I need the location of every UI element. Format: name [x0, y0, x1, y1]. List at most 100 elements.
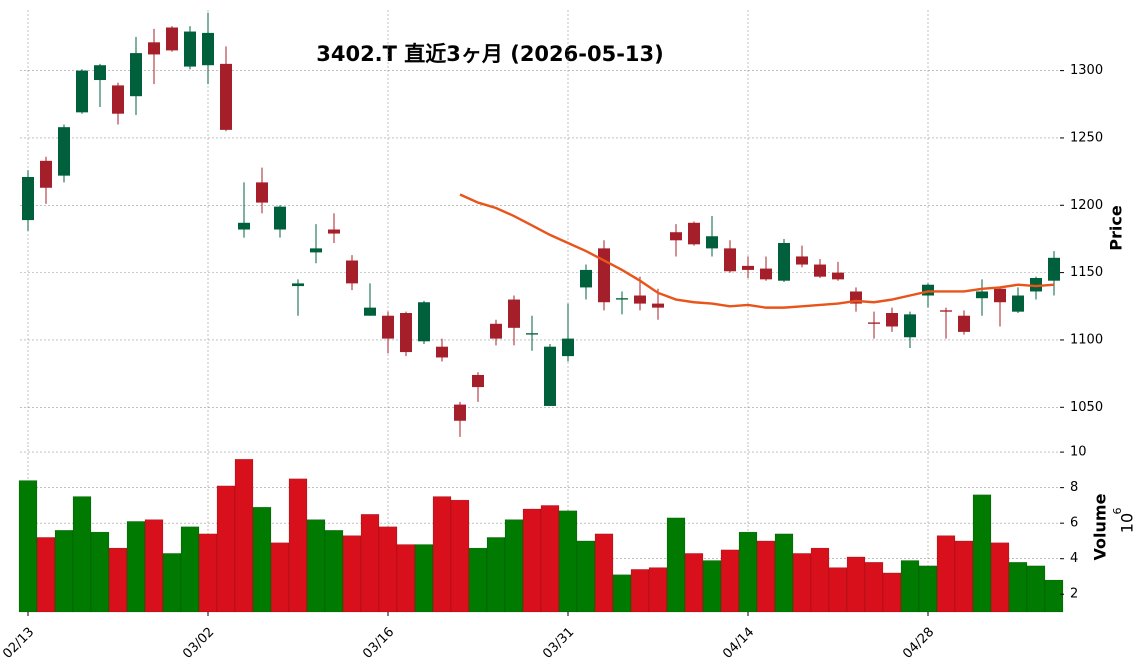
candle-body	[310, 248, 322, 253]
volume-bar	[414, 544, 434, 613]
candle-body	[238, 222, 250, 230]
volume-bar	[630, 569, 650, 613]
volume-bar	[900, 560, 920, 613]
candle-body	[220, 63, 232, 130]
volume-bar	[648, 567, 668, 613]
volume-bar	[738, 531, 758, 613]
candle-body	[634, 295, 646, 304]
candle-body	[364, 307, 376, 316]
volume-bar	[594, 533, 614, 613]
candle-body	[742, 265, 754, 270]
volume-bar	[504, 519, 524, 613]
candle-body	[130, 53, 142, 97]
volume-bar	[864, 562, 884, 613]
volume-bar	[666, 517, 686, 613]
y2-tick-label: 4	[1070, 551, 1078, 566]
volume-bar	[234, 458, 254, 613]
y-tick-label: 1200	[1070, 198, 1103, 213]
volume-bar	[540, 505, 560, 613]
volume-bar	[612, 574, 632, 613]
y-tick-label: 1150	[1070, 265, 1103, 280]
candle-body	[652, 303, 664, 308]
candle-body	[112, 85, 124, 114]
volume-bar	[270, 542, 290, 613]
candle-body	[796, 256, 808, 265]
y2-tick-label: 2	[1070, 587, 1078, 602]
candle-body	[418, 302, 430, 342]
volume-bar	[306, 519, 326, 613]
volume-bar	[450, 499, 470, 613]
volume-bar	[54, 530, 74, 613]
volume-scale-base: 10	[1118, 513, 1137, 533]
volume-bar	[846, 556, 866, 613]
candle-body	[184, 31, 196, 67]
volume-bar	[198, 533, 218, 613]
candle-body	[778, 242, 790, 281]
candle-body	[580, 269, 592, 288]
volume-bar	[684, 553, 704, 613]
chart-title: 3402.T 直近3ヶ月 (2026-05-13)	[316, 42, 664, 66]
volume-bar	[558, 510, 578, 613]
y2-tick-label: 6	[1070, 516, 1078, 531]
candle-body	[508, 299, 520, 328]
volume-bar	[828, 567, 848, 613]
volume-bar	[36, 537, 56, 613]
volume-bar	[576, 540, 596, 613]
volume-bar	[486, 537, 506, 613]
x-tick-label: 04/14	[720, 625, 757, 662]
volume-bar	[702, 560, 722, 613]
volume-bar	[324, 530, 344, 613]
candle-body	[1012, 295, 1024, 312]
candle-body	[598, 248, 610, 303]
candle-body	[706, 236, 718, 249]
candle-body	[562, 338, 574, 357]
y-tick-label: 1300	[1070, 63, 1103, 78]
candle-body	[1048, 257, 1060, 281]
volume-bar	[756, 540, 776, 613]
volume-bar	[216, 485, 236, 613]
candle-body	[922, 284, 934, 296]
candle-body	[1030, 278, 1042, 292]
volume-bar	[882, 572, 902, 613]
candle-body	[526, 333, 538, 335]
candle-body	[490, 323, 502, 339]
volume-bar	[108, 547, 128, 613]
y-axis-label: Price	[1107, 205, 1126, 251]
volume-bar	[1044, 579, 1064, 613]
volume-bar	[162, 553, 182, 613]
y-tick-label: 1100	[1070, 332, 1103, 347]
volume-bar	[252, 506, 272, 613]
volume-bar	[720, 549, 740, 613]
candle-body	[58, 127, 70, 176]
x-tick-label: 02/13	[0, 625, 37, 662]
candle-body	[760, 268, 772, 280]
volume-bar	[90, 531, 110, 613]
volume-bar	[792, 553, 812, 613]
candle-body	[76, 70, 88, 113]
candle-body	[256, 182, 268, 203]
y2-tick-label: 8	[1070, 480, 1078, 495]
volume-bar	[990, 542, 1010, 613]
volume-scale-exponent: 6	[1111, 508, 1124, 515]
volume-bar	[936, 535, 956, 613]
candle-body	[148, 42, 160, 55]
candle-body	[724, 248, 736, 272]
volume-axis-label: Volume	[1091, 493, 1110, 560]
candle-body	[22, 176, 34, 221]
candle-body	[814, 264, 826, 277]
volume-bar	[522, 508, 542, 613]
volume-bar	[144, 519, 164, 613]
candle-body	[292, 283, 304, 287]
candle-body	[382, 315, 394, 339]
volume-bar	[126, 521, 146, 613]
candle-body	[886, 313, 898, 327]
candle-body	[166, 27, 178, 51]
candle-body	[616, 298, 628, 300]
volume-bar	[288, 478, 308, 613]
volume-bar	[72, 496, 92, 613]
volume-bar	[1008, 562, 1028, 613]
candle-body	[40, 160, 52, 188]
y2-tick-label: 10	[1070, 445, 1087, 460]
volume-bar	[18, 480, 38, 613]
